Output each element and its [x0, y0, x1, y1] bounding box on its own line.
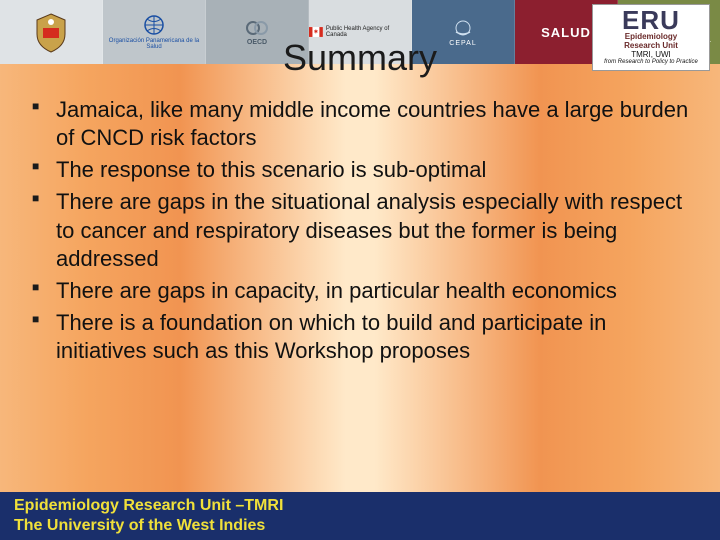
logo-label: SALUD	[541, 25, 591, 40]
footer-bar: Epidemiology Research Unit –TMRI The Uni…	[0, 492, 720, 540]
eru-title: ERU	[622, 7, 680, 33]
logo-label: Public Health Agency of Canada	[326, 26, 411, 38]
eru-line4: from Research to Policy to Practice	[604, 59, 698, 66]
oecd-icon	[245, 19, 269, 37]
logo-label: OECD	[247, 39, 267, 46]
logo-cepal: CEPAL	[412, 0, 515, 64]
bullet-item: There are gaps in capacity, in particula…	[32, 277, 692, 305]
footer-line2: The University of the West Indies	[14, 516, 720, 536]
logo-oecd: OECD	[206, 0, 309, 64]
bullet-item: There is a foundation on which to build …	[32, 309, 692, 365]
crest-icon	[29, 10, 73, 54]
globe-icon	[143, 14, 165, 36]
logo-uwi-crest	[0, 0, 103, 64]
bullet-item: The response to this scenario is sub-opt…	[32, 156, 692, 184]
un-icon	[453, 18, 473, 38]
logo-phac: Public Health Agency of Canada	[309, 0, 412, 64]
footer-line1: Epidemiology Research Unit –TMRI	[14, 496, 720, 516]
bullet-item: Jamaica, like many middle income countri…	[32, 96, 692, 152]
bullet-item: There are gaps in the situational analys…	[32, 188, 692, 272]
eru-line3: TMRI, UWI	[631, 51, 671, 60]
canada-flag-icon	[309, 27, 323, 37]
logo-paho: Organización Panamericana de la Salud	[103, 0, 206, 64]
logo-label: Organización Panamericana de la Salud	[103, 38, 205, 50]
bullet-list: Jamaica, like many middle income countri…	[32, 96, 692, 369]
logo-label: CEPAL	[449, 40, 476, 47]
slide: Organización Panamericana de la Salud OE…	[0, 0, 720, 540]
eru-box: ERU Epidemiology Research Unit TMRI, UWI…	[592, 4, 710, 71]
